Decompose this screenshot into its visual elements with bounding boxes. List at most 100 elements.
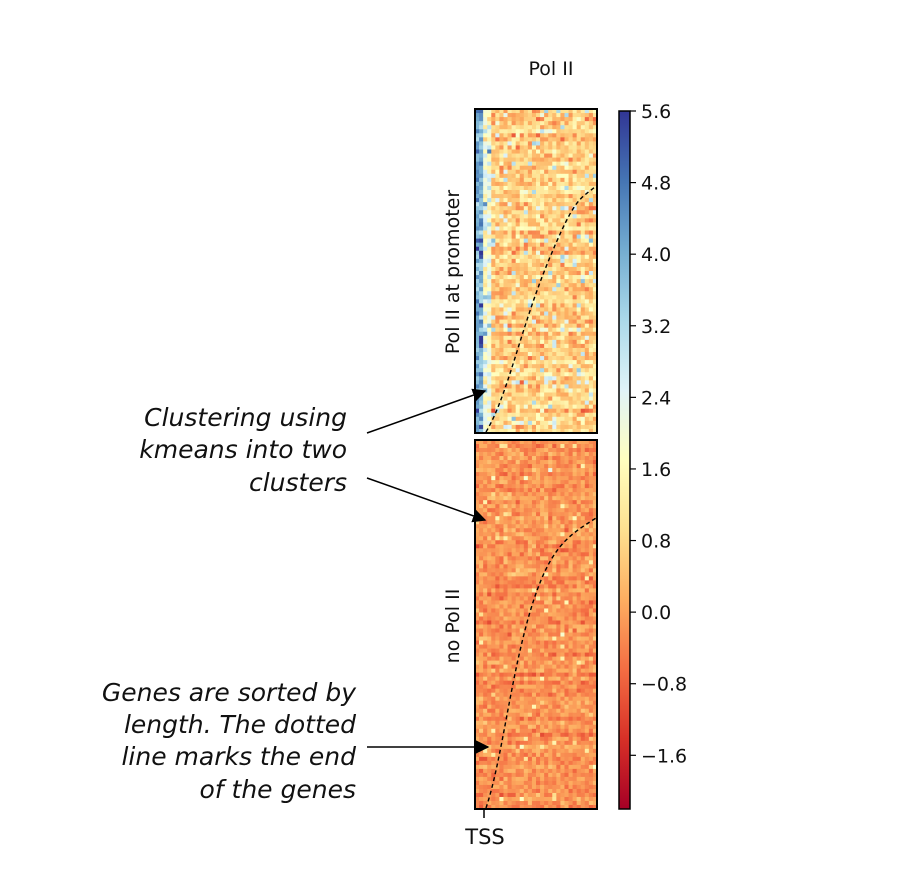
heatmap-cell	[507, 210, 512, 215]
heatmap-cell	[479, 476, 484, 481]
heatmap-cell	[560, 291, 565, 296]
heatmap-cell	[592, 772, 598, 778]
heatmap-cell	[560, 448, 565, 453]
heatmap-cell	[507, 315, 512, 320]
heatmap-cell	[483, 664, 488, 670]
heatmap-cell	[540, 592, 545, 597]
heatmap-cell	[556, 376, 561, 381]
heatmap-cell	[503, 149, 508, 154]
heatmap-cell	[531, 532, 537, 537]
heatmap-cell	[580, 299, 586, 304]
heatmap-cell	[499, 181, 504, 187]
heatmap-cell	[483, 141, 488, 146]
heatmap-cell	[560, 652, 565, 657]
heatmap-cell	[564, 556, 569, 561]
heatmap-cell	[536, 141, 541, 146]
heatmap-cell	[527, 624, 533, 629]
heatmap-cell	[592, 648, 598, 653]
heatmap-cell	[523, 772, 529, 778]
heatmap-cell	[487, 234, 492, 239]
heatmap-cell	[568, 149, 573, 154]
heatmap-cell	[548, 376, 553, 381]
heatmap-cell	[592, 576, 598, 581]
heatmap-cell	[531, 500, 537, 505]
heatmap-cell	[544, 472, 549, 477]
heatmap-cell	[576, 580, 582, 585]
heatmap-cell	[515, 230, 521, 235]
heatmap-cell	[536, 452, 541, 457]
heatmap-cell	[527, 528, 533, 533]
heatmap-cell	[523, 161, 529, 167]
heatmap-cell	[568, 327, 573, 333]
heatmap-cell	[572, 372, 578, 377]
heatmap-cell	[544, 676, 549, 682]
heatmap-cell	[544, 194, 549, 199]
heatmap-cell	[564, 728, 569, 734]
heatmap-cell	[576, 157, 582, 163]
heatmap-cell	[584, 648, 590, 653]
heatmap-cell	[576, 145, 582, 150]
heatmap-cell	[515, 137, 521, 142]
heatmap-cell	[548, 283, 553, 288]
heatmap-cell	[584, 347, 590, 353]
heatmap-cell	[511, 190, 517, 195]
heatmap-cell	[531, 552, 537, 557]
heatmap-cell	[475, 408, 480, 414]
heatmap-cell	[544, 185, 549, 191]
heatmap-cell	[515, 784, 521, 790]
heatmap-cell	[515, 692, 521, 698]
heatmap-cell	[572, 500, 578, 505]
heatmap-cell	[560, 242, 565, 248]
heatmap-cell	[487, 376, 492, 381]
heatmap-cell	[568, 210, 573, 215]
heatmap-cell	[592, 528, 598, 533]
heatmap-cell	[568, 113, 573, 118]
heatmap-cell	[511, 420, 517, 426]
heatmap-cell	[523, 311, 529, 316]
heatmap-cell	[479, 335, 484, 341]
heatmap-cell	[483, 218, 488, 223]
heatmap-cell	[536, 544, 541, 549]
heatmap-cell	[491, 173, 496, 179]
heatmap-cell	[576, 153, 582, 158]
heatmap-cell	[527, 724, 533, 730]
heatmap-cell	[588, 327, 594, 333]
heatmap-cell	[564, 157, 569, 163]
heatmap-cell	[507, 368, 512, 373]
heatmap-cell	[503, 360, 508, 365]
heatmap-cell	[495, 676, 500, 682]
heatmap-cell	[556, 536, 561, 541]
heatmap-cell	[588, 149, 594, 154]
heatmap-cell	[568, 364, 573, 369]
heatmap-cell	[564, 352, 569, 357]
heatmap-cell	[495, 468, 500, 473]
heatmap-cell	[576, 392, 582, 397]
heatmap-cell	[548, 648, 553, 653]
heatmap-cell	[487, 214, 492, 219]
heatmap-cell	[572, 388, 578, 393]
heatmap-cell	[519, 524, 525, 529]
heatmap-cell	[552, 556, 557, 561]
heatmap-cell	[479, 356, 484, 361]
heatmap-cell	[507, 596, 512, 601]
heatmap-cell	[560, 416, 565, 422]
heatmap-cell	[536, 404, 541, 410]
heatmap-cell	[536, 165, 541, 171]
heatmap-panel-pol2-at-promoter	[475, 109, 598, 434]
heatmap-cell	[475, 238, 480, 244]
heatmap-cell	[511, 234, 517, 239]
heatmap-cell	[544, 568, 549, 573]
heatmap-cell	[548, 339, 553, 345]
heatmap-cell	[503, 295, 508, 300]
heatmap-cell	[515, 356, 521, 361]
heatmap-cell	[588, 648, 594, 653]
heatmap-cell	[531, 732, 537, 738]
heatmap-cell	[564, 210, 569, 215]
heatmap-cell	[519, 323, 525, 329]
heatmap-cell	[548, 173, 553, 179]
heatmap-cell	[540, 331, 545, 337]
heatmap-cell	[523, 776, 529, 782]
heatmap-cell	[479, 528, 484, 533]
heatmap-cell	[503, 636, 508, 641]
heatmap-cell	[564, 311, 569, 316]
